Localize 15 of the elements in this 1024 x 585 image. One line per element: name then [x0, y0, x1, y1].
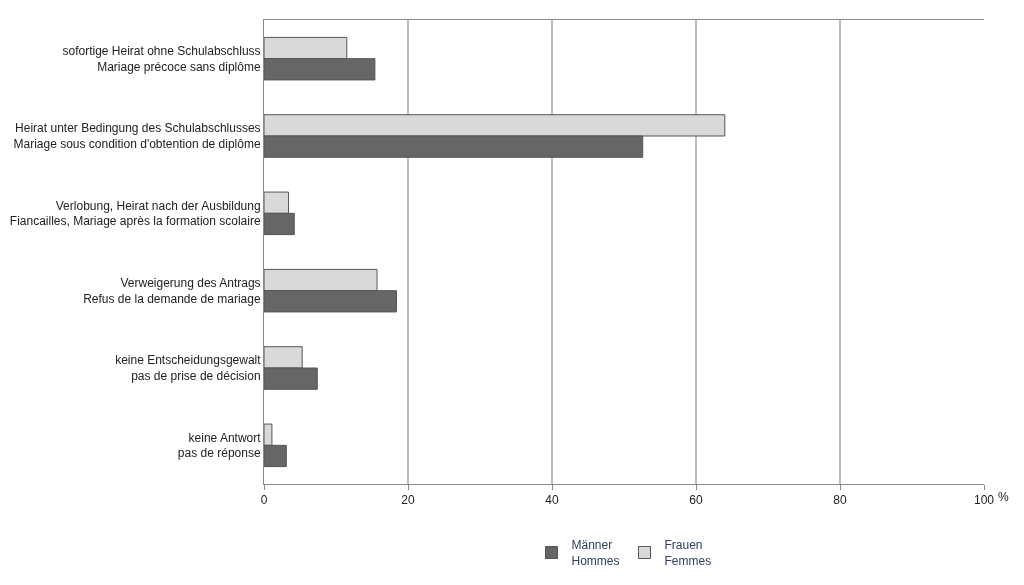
- y-tick-label: Verlobung, Heirat nach der Ausbildung Fiancailles, Mariage après la formation scolaire: [9, 198, 261, 229]
- y-tick-label: sofortige Heirat ohne Schulabschluss Mariage précoce sans diplôme: [62, 44, 261, 74]
- x-tick-label: 0: [260, 493, 268, 508]
- x-tick-label: 80: [833, 493, 847, 508]
- y-tick-label: Verweigerung des Antrags Refus de la demande de mariage: [83, 276, 261, 306]
- y-tick-label: Heirat unter Bedingung des Schulabschlusses Mariage sous condition d'obtention de diplôme: [13, 121, 261, 151]
- x-tick-label: 60: [689, 493, 703, 508]
- x-tick-label: 40: [545, 493, 559, 508]
- x-axis-title: %: [998, 490, 1009, 504]
- x-tick-label: 100: [973, 493, 995, 508]
- y-tick-label: keine Antwort pas de réponse: [177, 430, 262, 461]
- y-tick-label: keine Entscheidungsgewalt pas de prise de décision: [115, 353, 262, 383]
- legend-label: Männer Hommes: [571, 538, 620, 568]
- legend-label: Frauen Femmes: [664, 538, 712, 568]
- x-tick-label: 20: [401, 493, 415, 508]
